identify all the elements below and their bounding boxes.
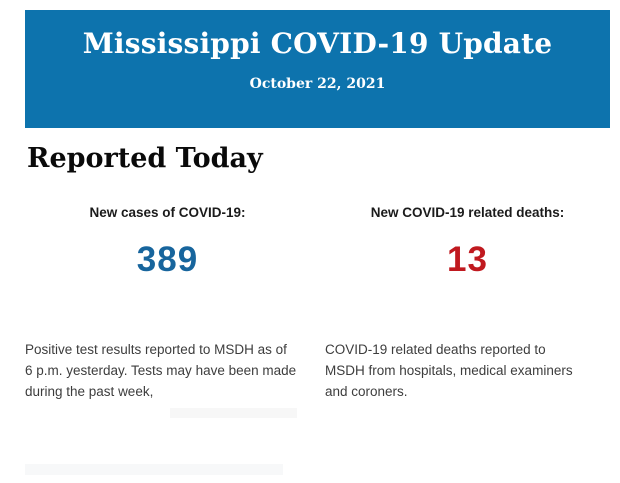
new-cases-value: 389 bbox=[136, 240, 199, 279]
stat-new-deaths: New COVID-19 related deaths: 13 COVID-19… bbox=[325, 205, 610, 402]
new-cases-label: New cases of COVID-19: bbox=[89, 205, 246, 220]
new-deaths-description: COVID-19 related deaths reported to MSDH… bbox=[325, 342, 573, 399]
new-deaths-label: New COVID-19 related deaths: bbox=[370, 205, 565, 220]
header-banner: Mississippi COVID-19 Update October 22, … bbox=[25, 10, 610, 128]
new-deaths-value: 13 bbox=[447, 240, 488, 279]
stat-new-cases: New cases of COVID-19: 389 Positive test… bbox=[25, 205, 310, 402]
faded-text-artifact bbox=[170, 408, 297, 418]
bottom-faded-artifact bbox=[25, 464, 283, 475]
section-heading-reported-today: Reported Today bbox=[27, 143, 263, 174]
new-cases-description: Positive test results reported to MSDH a… bbox=[25, 342, 297, 399]
stats-row: New cases of COVID-19: 389 Positive test… bbox=[25, 205, 610, 402]
report-date: October 22, 2021 bbox=[249, 76, 386, 92]
page-title: Mississippi COVID-19 Update bbox=[82, 27, 553, 60]
